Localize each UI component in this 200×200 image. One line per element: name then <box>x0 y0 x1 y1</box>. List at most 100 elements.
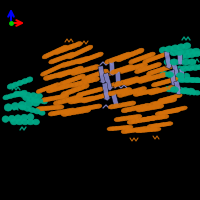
Ellipse shape <box>140 63 148 68</box>
Ellipse shape <box>27 114 34 120</box>
Ellipse shape <box>68 69 76 74</box>
Ellipse shape <box>92 65 100 70</box>
Ellipse shape <box>124 102 132 106</box>
Ellipse shape <box>75 81 83 86</box>
Ellipse shape <box>118 117 126 121</box>
Ellipse shape <box>46 52 53 57</box>
Ellipse shape <box>121 108 129 113</box>
Ellipse shape <box>93 72 101 77</box>
Ellipse shape <box>82 47 89 52</box>
Ellipse shape <box>46 85 53 90</box>
Ellipse shape <box>159 73 167 78</box>
Ellipse shape <box>153 88 161 92</box>
Ellipse shape <box>54 65 60 70</box>
Ellipse shape <box>110 82 118 87</box>
Polygon shape <box>102 83 111 101</box>
Ellipse shape <box>154 74 162 79</box>
Ellipse shape <box>127 119 135 124</box>
Ellipse shape <box>148 105 156 110</box>
Ellipse shape <box>158 67 166 72</box>
Ellipse shape <box>25 92 31 98</box>
Ellipse shape <box>68 108 76 113</box>
Ellipse shape <box>104 92 112 96</box>
Ellipse shape <box>134 114 142 119</box>
Ellipse shape <box>57 64 63 69</box>
Polygon shape <box>114 71 123 85</box>
Ellipse shape <box>135 129 143 133</box>
Ellipse shape <box>176 50 184 55</box>
Ellipse shape <box>177 107 184 111</box>
Ellipse shape <box>130 89 138 94</box>
Ellipse shape <box>169 98 177 102</box>
Ellipse shape <box>66 97 74 102</box>
Ellipse shape <box>52 73 60 78</box>
Ellipse shape <box>182 73 190 79</box>
Ellipse shape <box>161 97 168 101</box>
Ellipse shape <box>122 91 130 96</box>
Ellipse shape <box>50 84 56 88</box>
Ellipse shape <box>144 106 152 111</box>
Ellipse shape <box>19 92 26 97</box>
Ellipse shape <box>87 66 95 71</box>
Ellipse shape <box>129 128 137 132</box>
Ellipse shape <box>48 111 56 116</box>
Ellipse shape <box>109 58 116 63</box>
Ellipse shape <box>167 78 175 83</box>
Ellipse shape <box>193 52 200 57</box>
Ellipse shape <box>116 55 124 60</box>
Ellipse shape <box>83 108 91 113</box>
Ellipse shape <box>161 114 169 119</box>
Ellipse shape <box>129 59 136 64</box>
Ellipse shape <box>84 97 92 101</box>
Ellipse shape <box>54 49 62 54</box>
Ellipse shape <box>66 83 74 88</box>
Ellipse shape <box>84 56 92 61</box>
Ellipse shape <box>65 90 73 95</box>
Ellipse shape <box>65 61 73 66</box>
Ellipse shape <box>70 82 78 87</box>
Ellipse shape <box>62 84 70 89</box>
Ellipse shape <box>112 56 120 61</box>
Ellipse shape <box>107 127 115 131</box>
Ellipse shape <box>194 78 200 83</box>
Ellipse shape <box>22 119 29 125</box>
Ellipse shape <box>87 78 95 83</box>
Ellipse shape <box>120 55 128 60</box>
Ellipse shape <box>177 44 185 50</box>
Ellipse shape <box>108 91 116 96</box>
Ellipse shape <box>53 100 61 105</box>
Ellipse shape <box>162 110 170 114</box>
Ellipse shape <box>188 59 196 65</box>
Ellipse shape <box>73 59 81 64</box>
Ellipse shape <box>66 45 74 50</box>
Polygon shape <box>164 51 173 69</box>
Ellipse shape <box>45 97 53 101</box>
Ellipse shape <box>7 84 14 89</box>
Ellipse shape <box>185 77 192 82</box>
Ellipse shape <box>76 98 84 103</box>
Ellipse shape <box>118 68 126 73</box>
Ellipse shape <box>137 78 145 83</box>
Ellipse shape <box>125 81 132 85</box>
Ellipse shape <box>161 122 169 126</box>
Ellipse shape <box>58 99 66 104</box>
Ellipse shape <box>70 77 78 82</box>
Ellipse shape <box>180 89 187 94</box>
Ellipse shape <box>170 108 177 112</box>
Ellipse shape <box>83 79 91 84</box>
Ellipse shape <box>56 110 64 115</box>
Ellipse shape <box>140 55 148 60</box>
Ellipse shape <box>138 67 146 72</box>
Ellipse shape <box>146 65 154 70</box>
Ellipse shape <box>139 87 147 92</box>
Ellipse shape <box>171 87 179 92</box>
Ellipse shape <box>148 90 156 95</box>
Ellipse shape <box>60 109 68 114</box>
Ellipse shape <box>132 119 139 124</box>
Ellipse shape <box>141 117 149 122</box>
Ellipse shape <box>42 54 50 59</box>
Ellipse shape <box>176 73 184 78</box>
Ellipse shape <box>97 70 104 75</box>
Ellipse shape <box>33 109 40 114</box>
Ellipse shape <box>183 77 191 83</box>
